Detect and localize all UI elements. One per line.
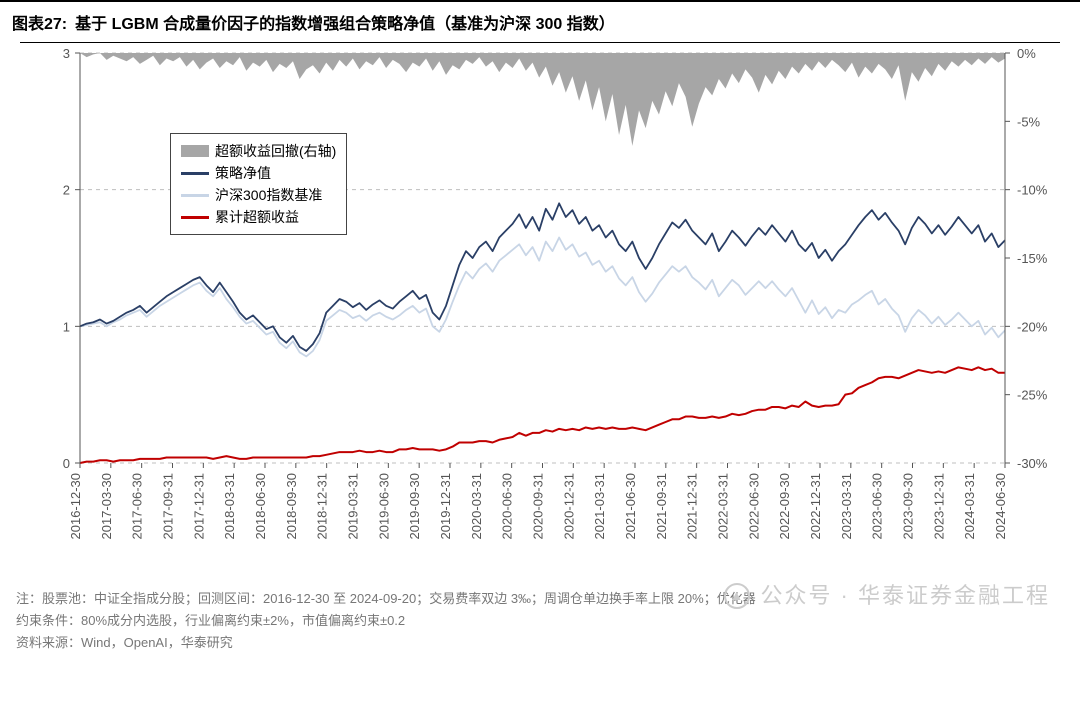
svg-text:2018-03-31: 2018-03-31	[222, 473, 237, 540]
wechat-icon: ▲	[724, 583, 750, 609]
svg-text:1: 1	[63, 319, 70, 334]
svg-text:2023-03-31: 2023-03-31	[839, 473, 854, 540]
legend-label: 策略净值	[215, 163, 271, 183]
svg-text:-15%: -15%	[1017, 251, 1048, 266]
legend-label: 累计超额收益	[215, 207, 299, 227]
title-prefix: 图表27:	[12, 10, 67, 34]
svg-text:2018-09-30: 2018-09-30	[284, 473, 299, 540]
svg-text:2024-06-30: 2024-06-30	[993, 473, 1008, 540]
svg-text:2024-03-31: 2024-03-31	[962, 473, 977, 540]
footer-line3: 资料来源：Wind，OpenAI，华泰研究	[16, 632, 1064, 654]
legend-label: 沪深300指数基准	[215, 185, 322, 205]
svg-text:2017-03-30: 2017-03-30	[99, 473, 114, 540]
footer: 注：股票池：中证全指成分股；回测区间：2016-12-30 至 2024-09-…	[0, 582, 1080, 654]
svg-text:2017-09-31: 2017-09-31	[161, 473, 176, 540]
svg-text:2022-12-31: 2022-12-31	[808, 473, 823, 540]
svg-text:2022-03-31: 2022-03-31	[716, 473, 731, 540]
svg-text:2: 2	[63, 183, 70, 198]
watermark: ▲ 公众号 · 华泰证券金融工程	[724, 577, 1050, 614]
title-text: 基于 LGBM 合成量价因子的指数增强组合策略净值（基准为沪深 300 指数）	[75, 10, 615, 34]
legend-item: 累计超额收益	[181, 206, 336, 228]
svg-text:2022-06-30: 2022-06-30	[746, 473, 761, 540]
svg-text:2019-06-30: 2019-06-30	[376, 473, 391, 540]
svg-text:-25%: -25%	[1017, 388, 1048, 403]
svg-text:2018-12-31: 2018-12-31	[315, 473, 330, 540]
svg-text:2016-12-30: 2016-12-30	[68, 473, 83, 540]
legend-swatch	[181, 145, 209, 157]
legend-swatch	[181, 194, 209, 197]
svg-text:2021-12-31: 2021-12-31	[685, 473, 700, 540]
svg-text:2017-06-30: 2017-06-30	[130, 473, 145, 540]
legend-label: 超额收益回撤(右轴)	[215, 141, 336, 161]
svg-text:2021-06-30: 2021-06-30	[623, 473, 638, 540]
svg-text:-5%: -5%	[1017, 114, 1041, 129]
svg-text:2020-06-30: 2020-06-30	[500, 473, 515, 540]
legend-item: 超额收益回撤(右轴)	[181, 140, 336, 162]
svg-text:2020-09-31: 2020-09-31	[531, 473, 546, 540]
svg-text:-10%: -10%	[1017, 183, 1048, 198]
legend-swatch	[181, 172, 209, 175]
svg-text:2017-12-31: 2017-12-31	[191, 473, 206, 540]
svg-text:3: 3	[63, 46, 70, 61]
plot-svg: 0 1 2 3 0% -5% -10% -15% -20% -25% -30% 2016-12-30 2…	[20, 43, 1060, 583]
svg-text:2019-12-31: 2019-12-31	[438, 473, 453, 540]
legend-item: 沪深300指数基准	[181, 184, 336, 206]
svg-text:2022-09-30: 2022-09-30	[777, 473, 792, 540]
chart-title-bar: 图表27: 基于 LGBM 合成量价因子的指数增强组合策略净值（基准为沪深 30…	[0, 0, 1080, 42]
svg-text:2021-09-31: 2021-09-31	[654, 473, 669, 540]
svg-text:2018-06-30: 2018-06-30	[253, 473, 268, 540]
chart-area: 0 1 2 3 0% -5% -10% -15% -20% -25% -30% 2016-12-30 2…	[20, 42, 1060, 582]
svg-text:2021-03-31: 2021-03-31	[592, 473, 607, 540]
svg-text:2020-12-31: 2020-12-31	[561, 473, 576, 540]
legend: 超额收益回撤(右轴)策略净值沪深300指数基准累计超额收益	[170, 133, 347, 235]
svg-text:-30%: -30%	[1017, 456, 1048, 471]
watermark-text: 公众号 · 华泰证券金融工程	[760, 577, 1050, 614]
svg-text:0%: 0%	[1017, 46, 1036, 61]
svg-text:2023-12-31: 2023-12-31	[931, 473, 946, 540]
svg-text:2019-03-31: 2019-03-31	[346, 473, 361, 540]
svg-text:2020-03-31: 2020-03-31	[469, 473, 484, 539]
svg-text:2023-09-30: 2023-09-30	[901, 473, 916, 540]
svg-text:0: 0	[63, 456, 70, 471]
svg-text:2023-06-30: 2023-06-30	[870, 473, 885, 540]
svg-text:-20%: -20%	[1017, 319, 1048, 334]
legend-item: 策略净值	[181, 162, 336, 184]
svg-text:2019-09-30: 2019-09-30	[407, 473, 422, 540]
legend-swatch	[181, 216, 209, 219]
